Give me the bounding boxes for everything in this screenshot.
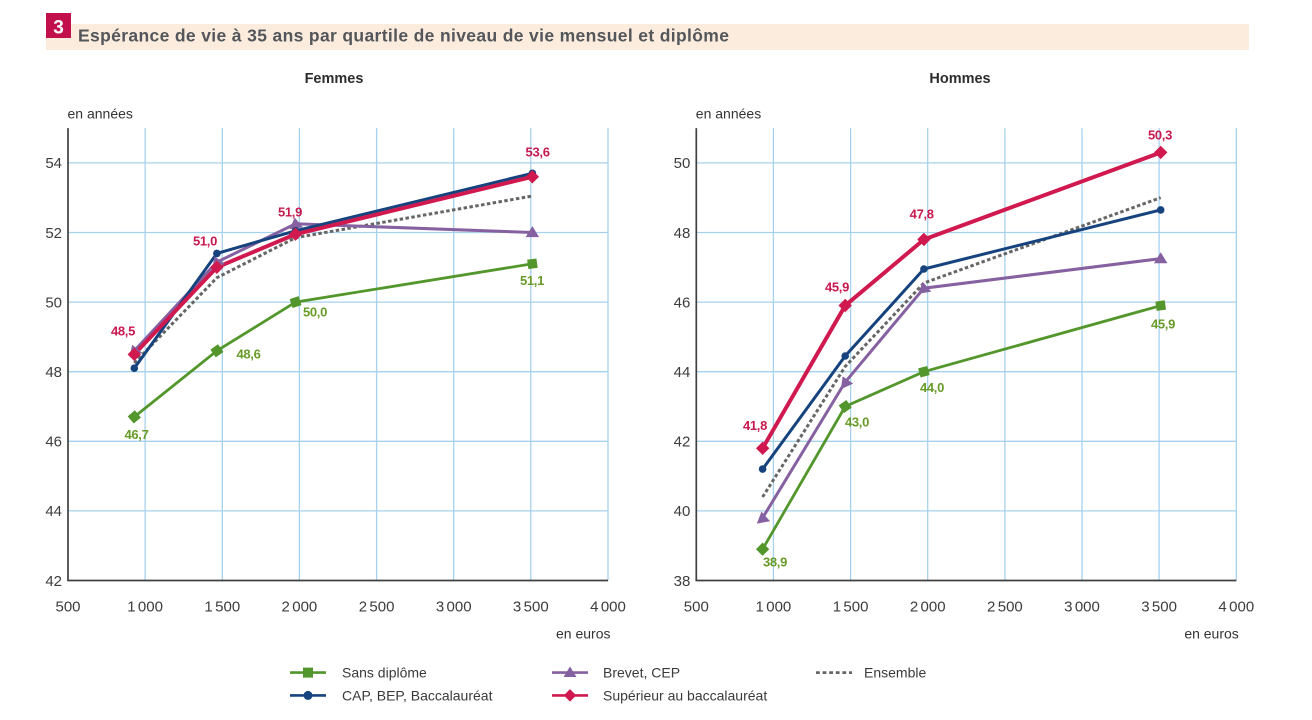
svg-text:42: 42: [45, 573, 62, 590]
svg-text:1 500: 1 500: [204, 598, 240, 615]
svg-text:Supérieur au baccalauréat: Supérieur au baccalauréat: [603, 687, 767, 703]
svg-text:51,0: 51,0: [193, 234, 217, 249]
svg-text:4 000: 4 000: [590, 598, 626, 615]
svg-text:2 500: 2 500: [987, 598, 1023, 615]
svg-text:46,7: 46,7: [124, 427, 148, 442]
svg-text:500: 500: [55, 598, 80, 615]
svg-text:52: 52: [45, 225, 62, 242]
svg-text:50: 50: [45, 294, 62, 311]
svg-text:41,8: 41,8: [743, 418, 767, 433]
svg-text:46: 46: [674, 294, 691, 311]
svg-text:en années: en années: [68, 106, 133, 122]
svg-text:3: 3: [53, 18, 64, 39]
svg-text:500: 500: [684, 598, 709, 615]
svg-text:Espérance de vie à 35 ans par: Espérance de vie à 35 ans par quartile d…: [78, 26, 729, 46]
svg-text:1 000: 1 000: [127, 598, 163, 615]
svg-text:2 000: 2 000: [282, 598, 318, 615]
svg-text:Femmes: Femmes: [305, 71, 364, 87]
svg-text:Ensemble: Ensemble: [864, 665, 926, 681]
svg-text:45,9: 45,9: [1151, 316, 1175, 331]
svg-text:Sans diplôme: Sans diplôme: [342, 665, 427, 681]
svg-text:44,0: 44,0: [920, 380, 944, 395]
svg-text:48,5: 48,5: [111, 324, 135, 339]
svg-text:50,3: 50,3: [1148, 127, 1172, 142]
svg-text:47,8: 47,8: [910, 207, 934, 222]
svg-text:Brevet, CEP: Brevet, CEP: [603, 665, 680, 681]
svg-text:2 000: 2 000: [910, 598, 946, 615]
svg-text:38: 38: [674, 573, 691, 590]
svg-text:4 000: 4 000: [1218, 598, 1254, 615]
svg-text:CAP, BEP, Baccalauréat: CAP, BEP, Baccalauréat: [342, 687, 493, 703]
svg-text:42: 42: [674, 434, 691, 451]
svg-text:45,9: 45,9: [825, 279, 849, 294]
svg-text:3 000: 3 000: [436, 598, 472, 615]
svg-text:1 500: 1 500: [833, 598, 869, 615]
svg-text:en euros: en euros: [1184, 626, 1238, 642]
svg-text:44: 44: [45, 503, 62, 520]
svg-text:51,9: 51,9: [278, 205, 302, 220]
svg-text:50: 50: [674, 155, 691, 172]
svg-text:48: 48: [674, 225, 691, 242]
svg-text:3 500: 3 500: [1141, 598, 1177, 615]
svg-text:48: 48: [45, 364, 62, 381]
svg-text:3 000: 3 000: [1064, 598, 1100, 615]
svg-text:51,1: 51,1: [520, 273, 544, 288]
svg-text:2 500: 2 500: [359, 598, 395, 615]
svg-text:48,6: 48,6: [236, 347, 260, 362]
svg-text:38,9: 38,9: [763, 555, 787, 570]
svg-text:50,0: 50,0: [303, 305, 327, 320]
svg-text:53,6: 53,6: [526, 145, 550, 160]
svg-text:46: 46: [45, 434, 62, 451]
svg-text:54: 54: [45, 155, 62, 172]
svg-text:Hommes: Hommes: [929, 71, 990, 87]
svg-text:1 000: 1 000: [756, 598, 792, 615]
svg-text:en années: en années: [696, 106, 761, 122]
svg-text:en euros: en euros: [556, 626, 610, 642]
svg-text:43,0: 43,0: [845, 415, 869, 430]
svg-text:40: 40: [674, 503, 691, 520]
svg-text:44: 44: [674, 364, 691, 381]
svg-text:3 500: 3 500: [513, 598, 549, 615]
